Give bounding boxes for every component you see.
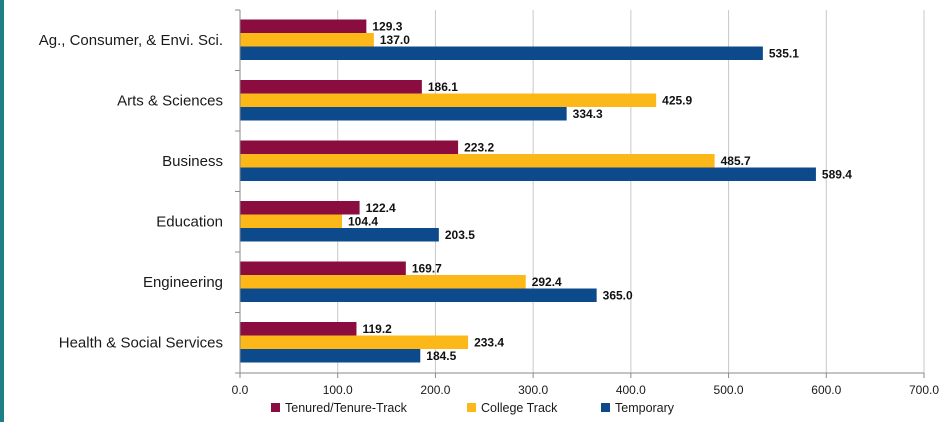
x-tick-label: 0.0 — [232, 383, 249, 397]
data-label: 169.7 — [412, 262, 442, 276]
data-label: 137.0 — [380, 33, 410, 47]
bar — [240, 154, 715, 168]
x-tick-label: 300.0 — [518, 383, 548, 397]
bar — [240, 288, 597, 302]
x-tick-label: 400.0 — [616, 383, 646, 397]
bar — [240, 167, 816, 181]
grid-lines — [337, 10, 925, 373]
bars — [240, 19, 816, 363]
left-edge-accent — [0, 0, 4, 422]
bar — [240, 19, 367, 33]
category-label: Education — [156, 213, 223, 230]
data-label: 122.4 — [366, 201, 396, 215]
bar — [240, 214, 343, 228]
category-label: Arts & Sciences — [117, 92, 223, 109]
x-tick-label: 600.0 — [811, 383, 841, 397]
bar — [240, 140, 459, 154]
bar — [240, 349, 421, 363]
bar — [240, 107, 567, 121]
data-label: 535.1 — [769, 47, 799, 61]
data-label: 589.4 — [822, 168, 852, 182]
data-label: 334.3 — [573, 107, 603, 121]
bar — [240, 322, 357, 336]
data-label: 365.0 — [603, 289, 633, 303]
x-tick-label: 700.0 — [909, 383, 939, 397]
data-label: 203.5 — [445, 228, 475, 242]
legend-swatch — [271, 403, 280, 412]
legend-swatch — [467, 403, 476, 412]
bar — [240, 261, 406, 275]
bar — [240, 33, 374, 47]
bar — [240, 275, 526, 289]
bar — [240, 80, 422, 94]
bar — [240, 93, 657, 107]
category-label: Business — [162, 153, 223, 170]
legend: Tenured/Tenure-Track College Track Tempora… — [271, 401, 675, 415]
category-label: Ag., Consumer, & Envi. Sci. — [39, 32, 223, 49]
data-label: 184.5 — [426, 349, 456, 363]
legend-label: Tenured/Tenure-Track — [285, 401, 408, 415]
bar — [240, 201, 360, 215]
x-tick-label: 100.0 — [323, 383, 353, 397]
labels: 0.0 100.0 200.0 300.0 400.0 500.0 600.0 700.0 Ag… — [39, 20, 939, 398]
x-tick-label: 200.0 — [420, 383, 450, 397]
legend-label: Temporary — [615, 401, 675, 415]
data-label: 119.2 — [362, 322, 392, 336]
legend-swatch — [601, 403, 610, 412]
bar — [240, 46, 763, 60]
bar — [240, 228, 439, 242]
data-label: 186.1 — [428, 80, 458, 94]
axes — [235, 9, 925, 378]
data-label: 104.4 — [348, 215, 378, 229]
data-label: 292.4 — [532, 275, 562, 289]
x-tick-label: 500.0 — [714, 383, 744, 397]
bar — [240, 335, 469, 349]
data-label: 129.3 — [372, 20, 402, 34]
data-label: 223.2 — [464, 141, 494, 155]
category-label: Engineering — [143, 274, 223, 291]
data-label: 485.7 — [721, 154, 751, 168]
data-label: 233.4 — [474, 336, 504, 350]
data-label: 425.9 — [662, 94, 692, 108]
legend-label: College Track — [481, 401, 558, 415]
category-label: Health & Social Services — [59, 334, 223, 351]
